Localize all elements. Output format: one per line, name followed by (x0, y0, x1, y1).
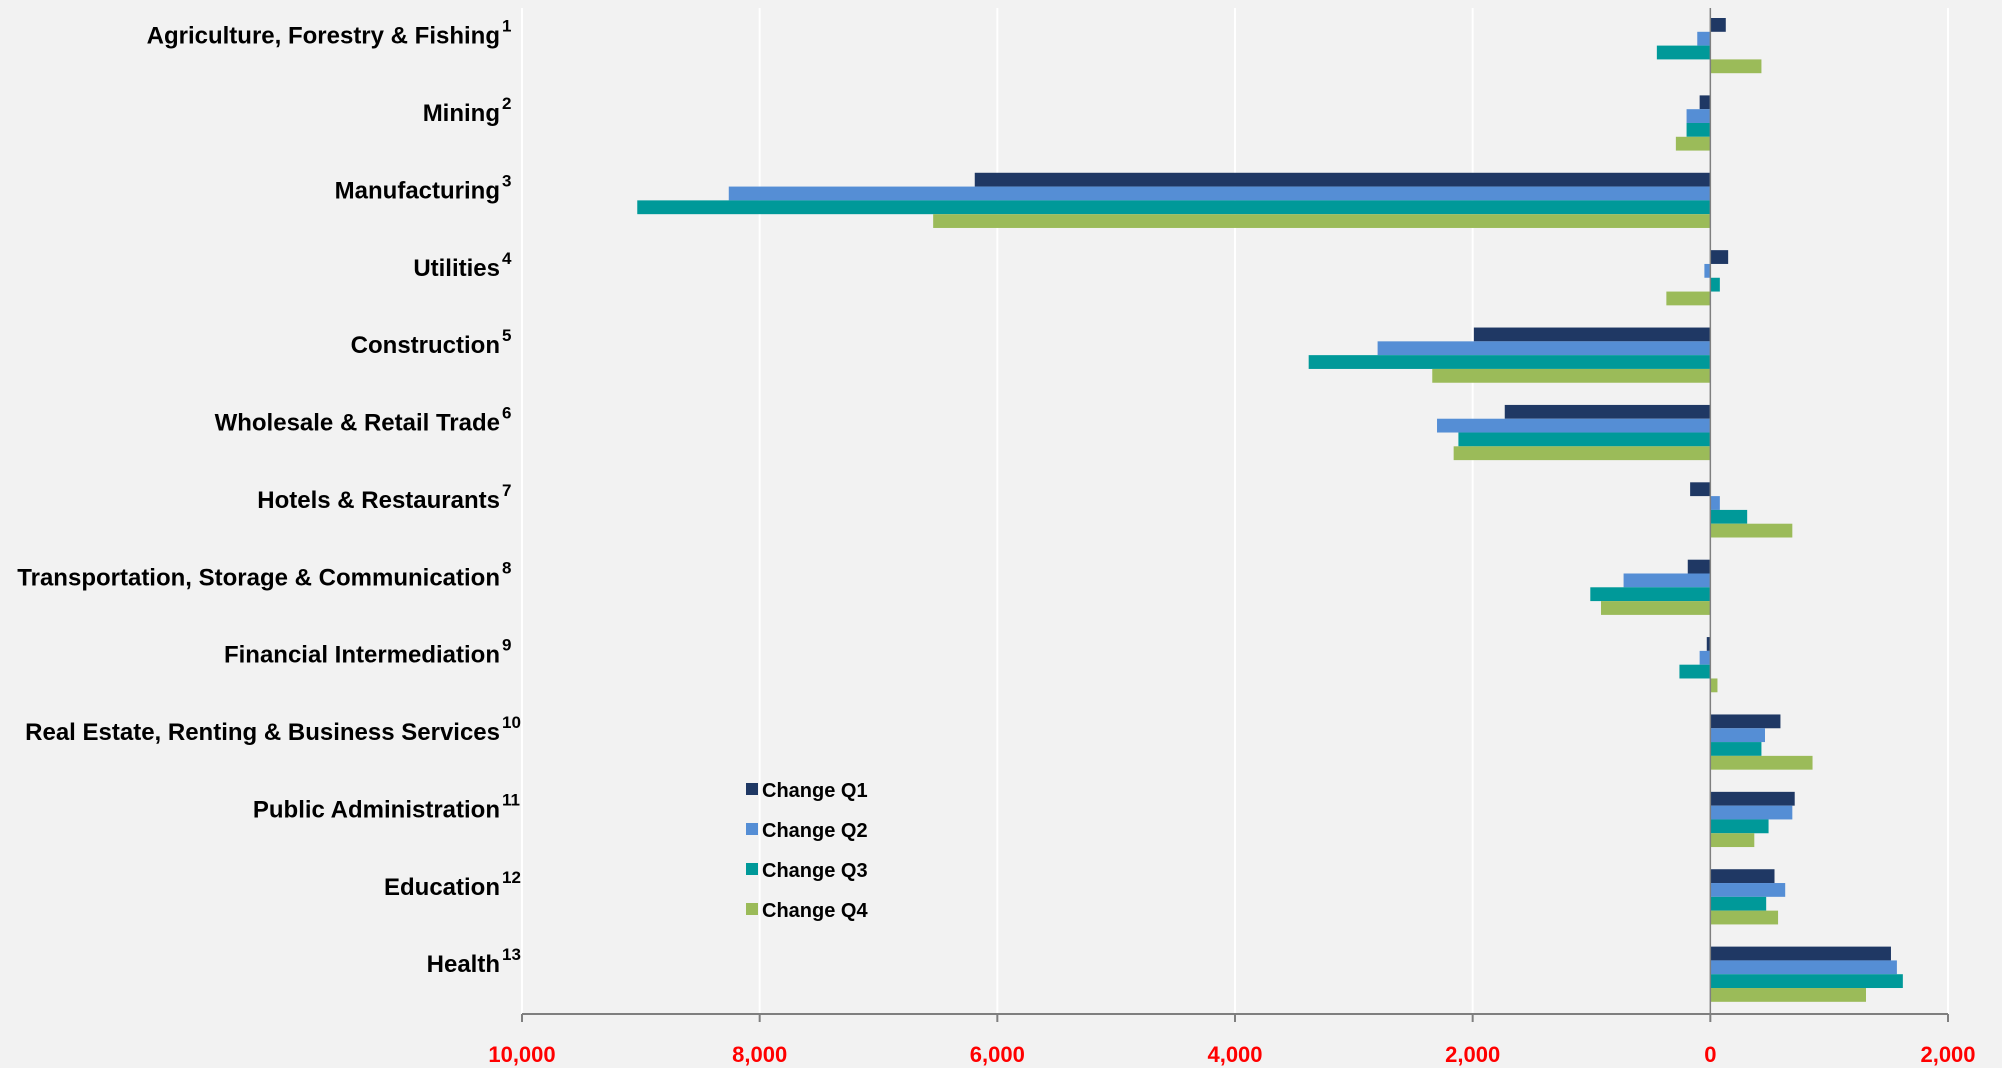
bar-change-q1 (1710, 250, 1729, 264)
legend-swatch (746, 903, 758, 915)
bar-change-q2 (1686, 109, 1711, 123)
category-label: Transportation, Storage & Communication (17, 564, 500, 591)
legend-label: Change Q2 (762, 820, 868, 842)
legend-label: Change Q3 (762, 860, 868, 882)
category-label: Health (427, 951, 500, 978)
category-label: Mining (423, 100, 500, 127)
x-tick-label: 6,000 (970, 1042, 1025, 1067)
bar-change-q4 (1675, 136, 1711, 151)
bar-change-q2 (1437, 418, 1711, 433)
bar-change-q2 (1710, 805, 1793, 820)
bar-change-q4 (1666, 291, 1711, 306)
category-label: Construction (351, 332, 500, 359)
bar-change-q3 (1710, 277, 1720, 292)
category-label: Agriculture, Forestry & Fishing (147, 23, 500, 50)
bar-change-q3 (1590, 587, 1711, 602)
bar-change-q1 (1710, 791, 1795, 806)
legend-label: Change Q4 (762, 900, 868, 922)
bar-change-q4 (1710, 523, 1793, 538)
bar-change-q4 (1710, 988, 1867, 1002)
bar-change-q2 (1710, 960, 1897, 975)
bar-change-q3 (1679, 664, 1711, 679)
bar-change-q2 (1699, 650, 1711, 665)
bar-change-q3 (637, 200, 1711, 215)
bar-change-q4 (1453, 446, 1711, 461)
bar-change-q2 (1710, 496, 1720, 510)
category-footnote: 7 (502, 481, 511, 500)
category-footnote: 4 (502, 249, 512, 268)
x-tick-label: 4,000 (1207, 1042, 1262, 1067)
legend-swatch (746, 863, 758, 875)
bar-change-q2 (1710, 883, 1786, 897)
bar-change-q3 (1458, 432, 1711, 447)
category-label: Hotels & Restaurants (257, 487, 500, 514)
legend-label: Change Q1 (762, 780, 868, 802)
category-footnote: 12 (502, 868, 521, 887)
bar-change-q2 (1704, 263, 1711, 278)
bar-change-q3 (1710, 509, 1748, 524)
bar-change-q2 (728, 186, 1711, 201)
x-tick-label: 2,000 (1445, 1042, 1500, 1067)
bar-change-q3 (1656, 45, 1711, 60)
bar-change-q3 (1710, 742, 1762, 756)
bar-change-q4 (1432, 368, 1711, 383)
x-tick-label: 0 (1704, 1042, 1716, 1067)
category-label: Utilities (413, 255, 500, 282)
category-footnote: 13 (502, 945, 521, 964)
category-label: Real Estate, Renting & Business Services (25, 719, 500, 746)
bar-change-q1 (1504, 404, 1711, 419)
bar-change-q4 (1601, 601, 1711, 615)
bar-change-q2 (1623, 573, 1711, 588)
bar-change-q3 (1308, 355, 1711, 369)
bar-change-q1 (1473, 327, 1711, 342)
bar-change-q1 (1699, 95, 1711, 110)
legend-swatch (746, 783, 758, 795)
bar-change-q1 (1710, 946, 1891, 961)
x-tick-label: 2,000 (1920, 1042, 1975, 1067)
bar-change-q1 (1687, 559, 1711, 574)
category-footnote: 5 (502, 326, 511, 345)
category-label: Financial Intermediation (224, 642, 500, 669)
category-label: Manufacturing (335, 177, 500, 204)
bar-change-q2 (1710, 728, 1765, 743)
bar-change-q3 (1710, 819, 1769, 834)
bar-change-q4 (1710, 910, 1779, 925)
bar-change-q4 (1710, 755, 1813, 770)
bar-change-q2 (1377, 341, 1711, 356)
bar-change-q3 (1686, 122, 1711, 137)
bar-change-q1 (1710, 18, 1726, 32)
category-footnote: 3 (502, 171, 511, 190)
bar-change-q1 (1690, 482, 1711, 497)
bar-change-q1 (974, 172, 1711, 187)
category-footnote: 10 (502, 713, 521, 732)
category-footnote: 1 (502, 17, 511, 36)
bar-change-q4 (933, 214, 1711, 228)
category-footnote: 6 (502, 404, 511, 423)
bar-change-q3 (1710, 974, 1903, 989)
bar-change-q1 (1710, 869, 1775, 884)
bar-change-q4 (1710, 678, 1718, 693)
category-label: Education (384, 874, 500, 901)
category-footnote: 11 (502, 790, 520, 809)
bar-change-q3 (1710, 896, 1767, 911)
bar-change-q4 (1710, 833, 1755, 848)
category-footnote: 2 (502, 94, 511, 113)
bar-change-q1 (1710, 714, 1781, 729)
x-tick-label: 10,000 (488, 1042, 555, 1067)
legend-swatch (746, 823, 758, 835)
x-tick-label: 8,000 (732, 1042, 787, 1067)
category-label: Wholesale & Retail Trade (215, 410, 500, 437)
category-footnote: 8 (502, 558, 511, 577)
bar-change-q2 (1697, 31, 1711, 46)
category-label: Public Administration (253, 796, 500, 823)
bar-change-q1 (1706, 637, 1711, 651)
bar-change-q4 (1710, 59, 1762, 74)
category-footnote: 9 (502, 636, 511, 655)
